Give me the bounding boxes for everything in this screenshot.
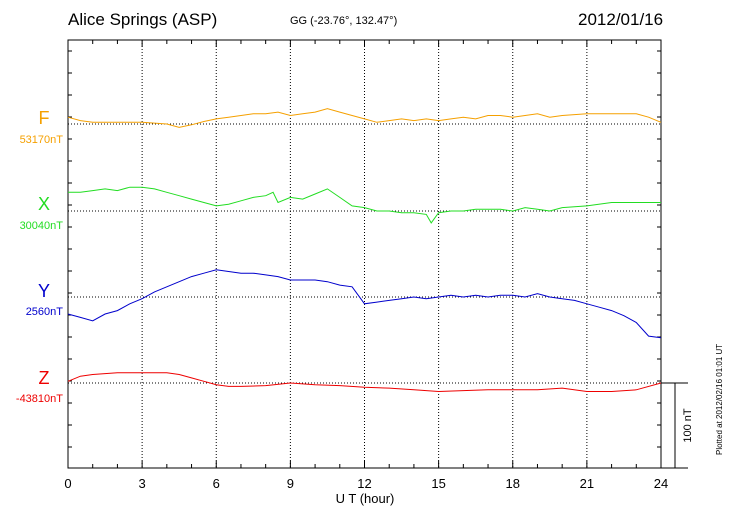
component-label-z: Z: [39, 368, 50, 388]
station-coordinates: GG (-23.76°, 132.47°): [290, 15, 398, 27]
x-tick-label: 12: [357, 476, 371, 491]
component-label-y: Y: [38, 281, 50, 301]
x-tick-label: 21: [580, 476, 594, 491]
component-label-f: F: [39, 108, 50, 128]
series-line-y: [67, 269, 662, 339]
station-title: Alice Springs (ASP): [68, 10, 218, 29]
baseline-value-y: 2560nT: [26, 306, 64, 318]
x-tick-label: 9: [287, 476, 294, 491]
series-line-f: [67, 108, 662, 128]
component-label-x: X: [38, 194, 50, 214]
x-tick-label: 18: [506, 476, 520, 491]
x-tick-label: 0: [64, 476, 71, 491]
x-tick-label: 15: [431, 476, 445, 491]
series-line-z: [67, 372, 662, 393]
x-axis-label: U T (hour): [336, 491, 395, 506]
baseline-value-f: 53170nT: [20, 134, 64, 146]
baseline-value-x: 30040nT: [20, 220, 64, 232]
baseline-value-z: -43810nT: [16, 393, 63, 405]
date-label: 2012/01/16: [578, 10, 664, 29]
scale-bar-label: 100 nT: [682, 408, 694, 443]
x-tick-label: 24: [654, 476, 668, 491]
series-line-x: [68, 186, 661, 224]
x-tick-label: 3: [139, 476, 146, 491]
x-tick-label: 6: [213, 476, 220, 491]
